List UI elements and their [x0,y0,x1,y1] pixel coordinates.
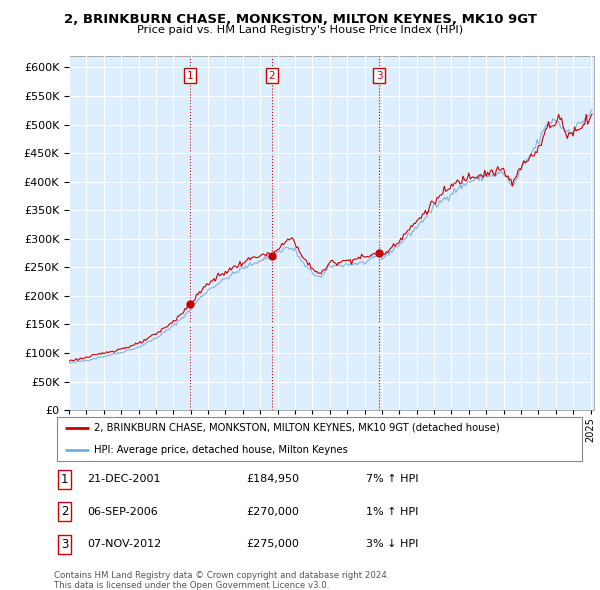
Text: 2, BRINKBURN CHASE, MONKSTON, MILTON KEYNES, MK10 9GT (detached house): 2, BRINKBURN CHASE, MONKSTON, MILTON KEY… [94,423,500,433]
Text: 2, BRINKBURN CHASE, MONKSTON, MILTON KEYNES, MK10 9GT: 2, BRINKBURN CHASE, MONKSTON, MILTON KEY… [64,13,536,26]
Text: This data is licensed under the Open Government Licence v3.0.: This data is licensed under the Open Gov… [54,581,329,589]
Text: 07-NOV-2012: 07-NOV-2012 [87,539,161,549]
Text: 2: 2 [269,71,275,80]
FancyBboxPatch shape [56,417,583,461]
Text: 7% ↑ HPI: 7% ↑ HPI [366,474,419,484]
Text: Contains HM Land Registry data © Crown copyright and database right 2024.: Contains HM Land Registry data © Crown c… [54,571,389,580]
Text: 3% ↓ HPI: 3% ↓ HPI [366,539,418,549]
Text: £184,950: £184,950 [246,474,299,484]
Text: Price paid vs. HM Land Registry's House Price Index (HPI): Price paid vs. HM Land Registry's House … [137,25,463,35]
Text: 1: 1 [187,71,193,80]
Text: 3: 3 [376,71,383,80]
Text: £275,000: £275,000 [246,539,299,549]
Text: 1% ↑ HPI: 1% ↑ HPI [366,507,418,517]
Text: 3: 3 [61,537,68,551]
Text: 1: 1 [61,473,68,486]
Text: 21-DEC-2001: 21-DEC-2001 [87,474,161,484]
Text: HPI: Average price, detached house, Milton Keynes: HPI: Average price, detached house, Milt… [94,445,348,455]
Text: 06-SEP-2006: 06-SEP-2006 [87,507,158,517]
Text: £270,000: £270,000 [246,507,299,517]
Text: 2: 2 [61,505,68,519]
